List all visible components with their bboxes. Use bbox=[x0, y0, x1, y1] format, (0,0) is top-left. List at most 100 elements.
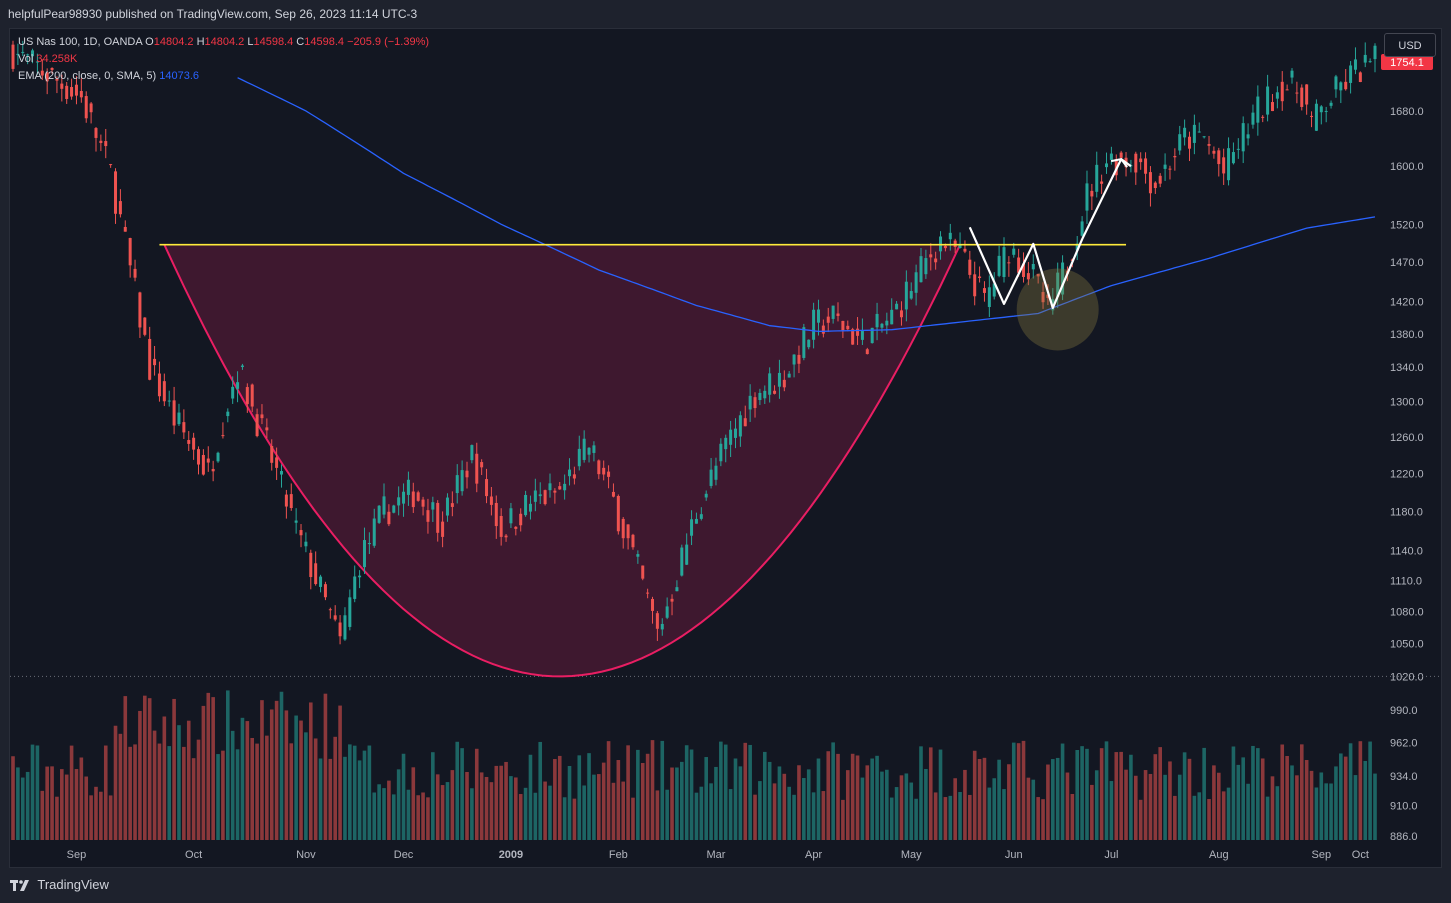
candle-body bbox=[685, 544, 689, 565]
volume-bar bbox=[636, 749, 640, 840]
volume-bar bbox=[152, 730, 157, 840]
candle-body bbox=[826, 316, 830, 323]
volume-bar bbox=[1002, 789, 1006, 840]
volume-bar bbox=[1036, 797, 1040, 840]
volume-bar bbox=[1363, 760, 1368, 840]
y-tick-label: 1050.0 bbox=[1390, 639, 1424, 651]
candle-body bbox=[563, 483, 567, 491]
volume-bar bbox=[933, 792, 938, 840]
candle-body bbox=[1227, 148, 1231, 181]
volume-bar bbox=[201, 705, 206, 840]
y-tick-label: 1680.0 bbox=[1390, 106, 1424, 118]
candle-body bbox=[1105, 163, 1109, 168]
candle-body bbox=[109, 164, 113, 166]
volume-bar bbox=[1055, 757, 1060, 840]
price-chart[interactable]: 1680.0 1600.0 1520.0 1470.0 1420.0 1380.0 1340… bbox=[0, 0, 1451, 870]
candle-body bbox=[397, 497, 401, 506]
volume-bar bbox=[138, 710, 142, 840]
volume-bar bbox=[1133, 775, 1138, 840]
footer-brand[interactable]: TradingView bbox=[37, 877, 109, 892]
candle-body bbox=[1022, 263, 1026, 277]
volume-bar bbox=[230, 730, 235, 840]
candle-body bbox=[138, 292, 142, 328]
candle-body bbox=[65, 85, 69, 99]
volume-row: Vol 34.258K bbox=[18, 51, 429, 68]
volume-bar bbox=[509, 776, 513, 840]
candle-body bbox=[729, 429, 733, 445]
currency-button[interactable]: USD bbox=[1384, 33, 1436, 57]
volume-bar bbox=[435, 774, 440, 840]
candle-body bbox=[934, 258, 938, 263]
y-tick-label: 1470.0 bbox=[1390, 257, 1424, 269]
volume-bar bbox=[1153, 754, 1158, 840]
low-value: 14598.4 bbox=[253, 36, 294, 48]
x-tick-label: Apr bbox=[805, 849, 822, 861]
volume-bar bbox=[147, 698, 152, 840]
volume-bar bbox=[953, 778, 957, 840]
volume-bar bbox=[284, 710, 289, 840]
ema-value: 14073.6 bbox=[159, 70, 199, 82]
volume-bar bbox=[11, 756, 15, 840]
volume-bar bbox=[25, 771, 30, 840]
volume-bar bbox=[352, 745, 357, 840]
y-tick-label: 910.0 bbox=[1390, 801, 1418, 813]
volume-bar bbox=[1319, 772, 1324, 840]
volume-bar bbox=[845, 770, 850, 840]
volume-bar bbox=[211, 697, 215, 840]
x-tick-label: Feb bbox=[609, 849, 628, 861]
footer: TradingView bbox=[0, 872, 1451, 903]
volume-bar bbox=[528, 754, 533, 840]
candle-body bbox=[455, 475, 459, 494]
volume-bar bbox=[1046, 764, 1050, 840]
symbol-label[interactable]: US Nas 100, 1D, OANDA bbox=[18, 36, 143, 48]
volume-label[interactable]: Vol bbox=[18, 53, 34, 65]
volume-bar bbox=[382, 788, 386, 840]
candle-body bbox=[1246, 134, 1250, 139]
volume-bar bbox=[362, 750, 367, 840]
volume-bar bbox=[162, 716, 167, 840]
y-tick-label: 934.0 bbox=[1390, 771, 1418, 783]
candle-body bbox=[958, 245, 962, 248]
volume-bar bbox=[1011, 742, 1016, 840]
candle-body bbox=[787, 373, 791, 378]
candle-body bbox=[1017, 257, 1021, 273]
volume-bar bbox=[440, 785, 445, 840]
volume-bar bbox=[191, 758, 196, 840]
candle-body bbox=[45, 72, 49, 82]
candle-body bbox=[948, 232, 952, 240]
volume-bar bbox=[1114, 752, 1119, 840]
volume-bar bbox=[123, 696, 128, 840]
candle-body bbox=[978, 276, 982, 278]
volume-bar bbox=[20, 777, 25, 840]
candle-body bbox=[1187, 136, 1191, 149]
volume-bar bbox=[904, 773, 909, 840]
volume-bar bbox=[1021, 740, 1026, 840]
candle-body bbox=[1095, 164, 1099, 192]
candle-body bbox=[1163, 164, 1167, 169]
candle-body bbox=[1334, 76, 1338, 90]
candle-body bbox=[1212, 150, 1216, 154]
volume-bar bbox=[1299, 744, 1304, 840]
candle-body bbox=[1075, 243, 1079, 251]
volume-bar bbox=[1163, 774, 1167, 840]
chart-legend: US Nas 100, 1D, OANDA O14804.2 H14804.2 … bbox=[18, 34, 429, 85]
volume-bar bbox=[391, 794, 396, 840]
candle-body bbox=[55, 79, 59, 81]
volume-bar bbox=[294, 715, 298, 840]
y-tick-label: 990.0 bbox=[1390, 705, 1418, 717]
volume-bar bbox=[1031, 779, 1036, 840]
candle-body bbox=[358, 575, 362, 578]
volume-bar bbox=[987, 787, 992, 840]
candle-body bbox=[607, 471, 611, 477]
candle-body bbox=[904, 281, 908, 310]
candle-body bbox=[250, 384, 254, 407]
volume-bar bbox=[455, 741, 460, 840]
volume-bar bbox=[992, 778, 997, 840]
ema-label[interactable]: EMA (200, close, 0, SMA, 5) bbox=[18, 70, 157, 82]
candle-body bbox=[1090, 190, 1094, 197]
x-tick-label: Oct bbox=[1352, 849, 1369, 861]
x-tick-label: Nov bbox=[296, 849, 316, 861]
volume-bar bbox=[670, 767, 674, 840]
candle-body bbox=[690, 519, 694, 536]
candle-body bbox=[431, 502, 435, 510]
